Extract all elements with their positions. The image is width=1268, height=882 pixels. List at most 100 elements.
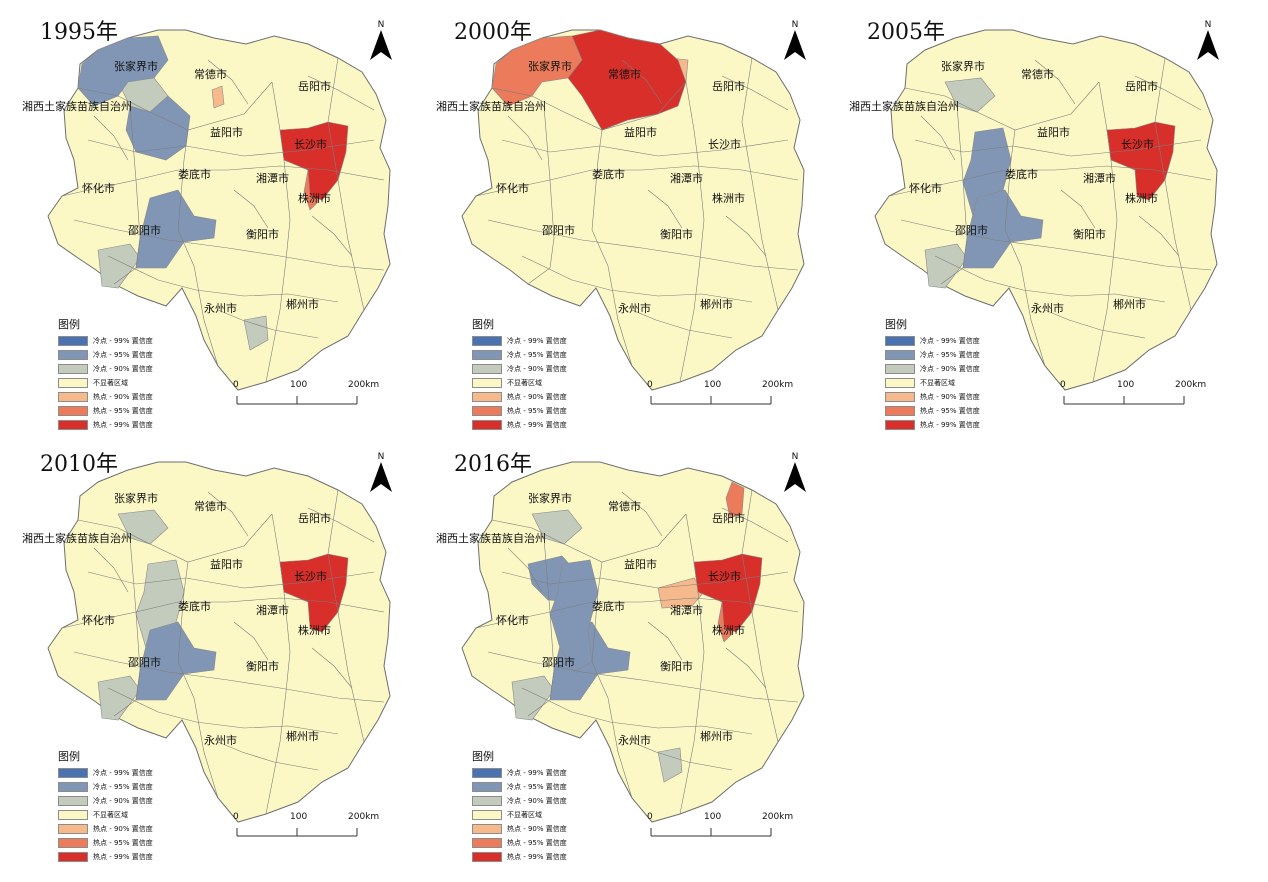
north-arrow: N xyxy=(370,20,392,64)
city-yongzhou: 永州市 xyxy=(618,302,651,315)
legend-label: 热点 - 99% 置信度 xyxy=(920,421,980,429)
north-arrow-icon xyxy=(370,30,392,60)
legend-item: 冷点 - 90% 置信度 xyxy=(58,362,153,376)
county-boundary xyxy=(501,139,789,157)
county-boundary xyxy=(741,489,779,743)
county-boundary xyxy=(93,547,129,593)
legend-item: 热点 - 90% 置信度 xyxy=(472,822,567,836)
legend-label: 冷点 - 95% 置信度 xyxy=(920,351,980,359)
legend-swatch xyxy=(472,336,502,346)
county-boundary xyxy=(1138,215,1180,257)
legend-swatch xyxy=(472,810,502,820)
county-boundary xyxy=(233,621,269,661)
city-changsha: 长沙市 xyxy=(294,570,327,583)
legend-item: 不显著区域 xyxy=(58,808,153,822)
legend-swatch xyxy=(885,336,915,346)
panel-year: 2000年 xyxy=(454,20,532,45)
county-boundary xyxy=(177,561,219,799)
county-boundary xyxy=(521,687,753,735)
province-outline xyxy=(461,461,805,823)
legend: 图例 冷点 - 99% 置信度 冷点 - 95% 置信度 冷点 - 90% 置信度不… xyxy=(885,316,980,432)
legend-swatch xyxy=(472,378,502,388)
county-boundary xyxy=(107,255,339,303)
north-arrow-icon xyxy=(784,30,806,60)
scale-label-100: 100 xyxy=(290,812,308,822)
scale-bar-line xyxy=(650,396,772,405)
county-boundary xyxy=(113,105,141,285)
legend-title: 图例 xyxy=(58,318,80,331)
scale-bar: 0 100 200km xyxy=(233,812,379,842)
city-yueyang: 岳阳市 xyxy=(298,512,331,525)
city-changde: 常德市 xyxy=(1021,68,1054,81)
legend-label: 热点 - 99% 置信度 xyxy=(507,421,567,429)
legend-swatch xyxy=(58,378,88,388)
scale-label-0: 0 xyxy=(1060,380,1066,390)
city-changde: 常德市 xyxy=(194,500,227,513)
county-boundary xyxy=(888,165,1212,197)
city-hengyang: 衡阳市 xyxy=(246,660,279,673)
city-shaoyang: 邵阳市 xyxy=(955,224,988,237)
city-chenzhou: 郴州市 xyxy=(286,730,319,743)
city-yiyang: 益阳市 xyxy=(624,126,657,139)
legend-item: 热点 - 90% 置信度 xyxy=(58,390,153,404)
city-changsha: 长沙市 xyxy=(294,138,327,151)
legend-swatch xyxy=(58,364,88,374)
county-boundary xyxy=(73,219,385,271)
county-boundary xyxy=(113,537,141,717)
legend-item: 热点 - 99% 置信度 xyxy=(885,418,980,432)
city-chenzhou: 郴州市 xyxy=(700,730,733,743)
county-boundary xyxy=(1060,189,1096,229)
county-boundary xyxy=(327,57,365,311)
county-boundary xyxy=(631,741,733,771)
legend-label: 冷点 - 95% 置信度 xyxy=(93,351,153,359)
hunan-map xyxy=(47,29,391,391)
legend-swatch xyxy=(472,392,502,402)
legend-item: 不显著区域 xyxy=(885,376,980,390)
county-boundary xyxy=(647,189,683,229)
legend-swatch xyxy=(472,364,502,374)
county-boundary xyxy=(521,255,753,303)
hunan-map xyxy=(47,461,391,823)
city-zhangjiajie: 张家界市 xyxy=(528,60,572,73)
county-boundary xyxy=(217,309,319,339)
legend-label: 热点 - 99% 置信度 xyxy=(93,853,153,861)
hunan-map xyxy=(874,29,1218,391)
county-boundary xyxy=(475,165,799,197)
city-shaoyang: 邵阳市 xyxy=(128,656,161,669)
city-huaihua: 怀化市 xyxy=(496,182,529,195)
legend-item: 热点 - 99% 置信度 xyxy=(472,850,567,864)
legend-label: 热点 - 95% 置信度 xyxy=(93,839,153,847)
legend-label: 冷点 - 95% 置信度 xyxy=(507,351,567,359)
city-hengyang: 衡阳市 xyxy=(246,228,279,241)
legend-item: 热点 - 95% 置信度 xyxy=(885,404,980,418)
county-boundary xyxy=(1154,57,1192,311)
city-hengyang: 衡阳市 xyxy=(660,660,693,673)
cold90-region-xiangxi_n xyxy=(944,77,996,113)
legend-item: 冷点 - 99% 置信度 xyxy=(885,334,980,348)
legend-item: 冷点 - 90% 置信度 xyxy=(885,362,980,376)
city-zhangjiajie: 张家界市 xyxy=(941,60,985,73)
city-xiangxi: 湘西土家族苗族自治州 xyxy=(849,100,959,113)
scale-bar: 0 100 200km xyxy=(647,380,793,410)
city-zhuzhou: 株洲市 xyxy=(712,624,745,637)
county-boundary xyxy=(77,513,273,563)
legend-swatch xyxy=(885,420,915,430)
city-huaihua: 怀化市 xyxy=(82,614,115,627)
legend-items: 冷点 - 99% 置信度 冷点 - 95% 置信度 冷点 - 90% 置信度 不显著区… xyxy=(472,766,567,864)
city-changde: 常德市 xyxy=(608,500,641,513)
scale-bar-line xyxy=(650,828,772,837)
scale-label-0: 0 xyxy=(647,812,653,822)
scale-label-200: 200km xyxy=(348,380,380,390)
legend-label: 热点 - 90% 置信度 xyxy=(93,393,153,401)
county-boundary xyxy=(904,81,1100,131)
city-yueyang: 岳阳市 xyxy=(712,80,745,93)
legend-items: 冷点 - 99% 置信度 冷点 - 95% 置信度 冷点 - 90% 置信度 不显著区… xyxy=(472,334,567,432)
county-boundary xyxy=(233,189,269,229)
city-loudi: 娄底市 xyxy=(178,600,211,613)
city-zhangjiajie: 张家界市 xyxy=(114,492,158,505)
legend-items: 冷点 - 99% 置信度冷点 - 95% 置信度冷点 - 90% 置信度 不显著区… xyxy=(885,334,980,432)
county-boundary xyxy=(647,621,683,661)
county-boundary xyxy=(265,81,291,383)
city-changde: 常德市 xyxy=(194,68,227,81)
county-boundary xyxy=(507,115,543,161)
